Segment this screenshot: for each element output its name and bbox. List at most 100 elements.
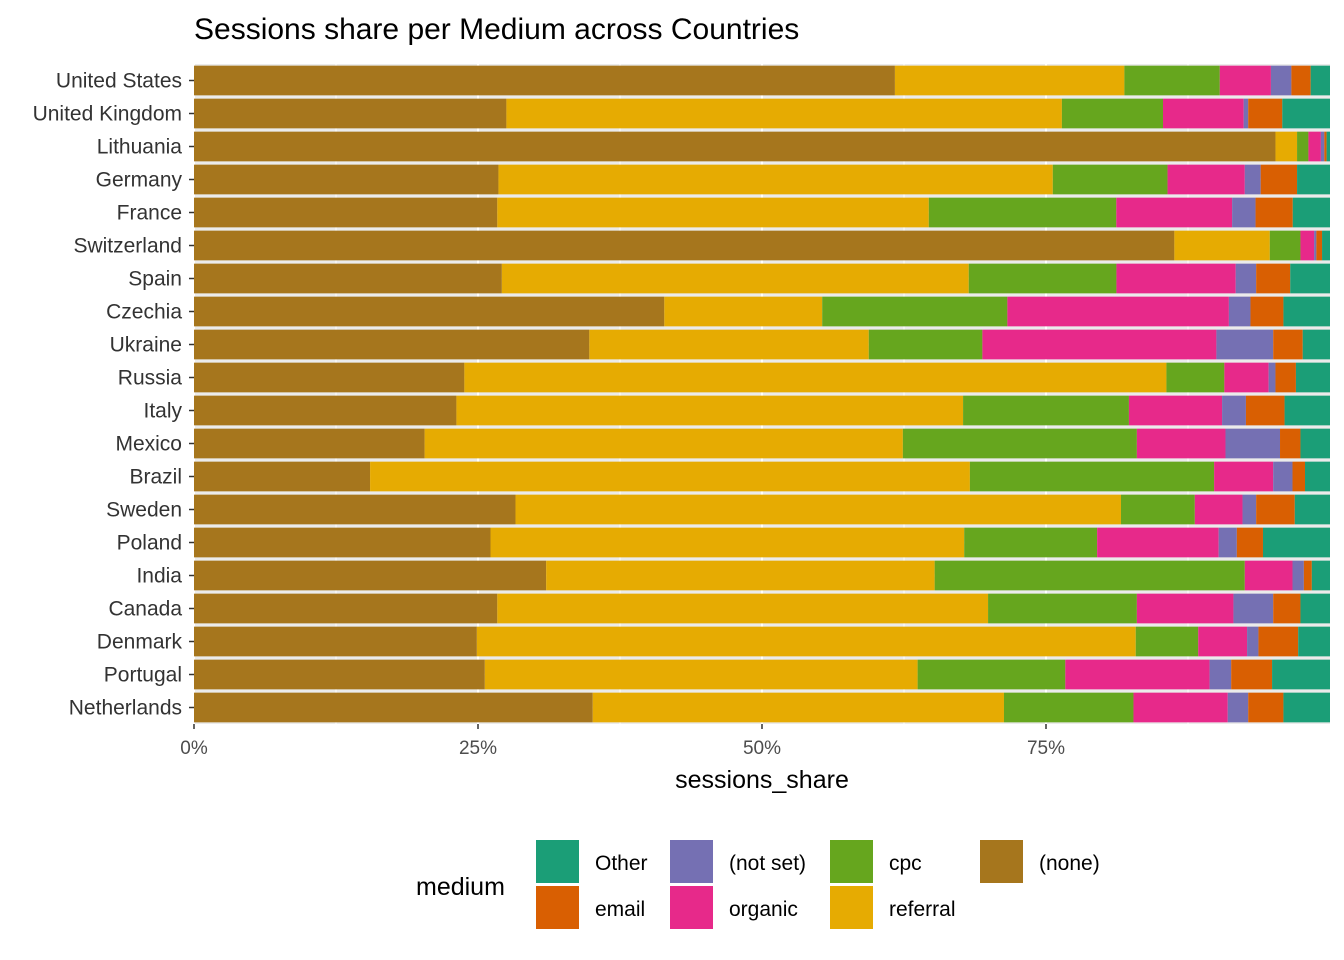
- bar-segment-india-referral: [546, 560, 935, 591]
- y-category-label: France: [117, 202, 182, 225]
- bar-segment-brazil-other: [1305, 461, 1330, 492]
- y-category-label: Czechia: [106, 301, 182, 324]
- legend-swatch-notset: [670, 840, 713, 883]
- legend-swatch-email: [536, 886, 579, 929]
- bar-segment-canada-cpc: [988, 593, 1137, 624]
- bar-segment-germany-notset: [1244, 164, 1261, 195]
- legend-swatch-referral: [830, 886, 873, 929]
- bar-segment-canada-referral: [497, 593, 989, 624]
- bar-segment-india-organic: [1244, 560, 1293, 591]
- bar-segment-lithuania-notset: [1320, 131, 1325, 162]
- bar-segment-russia-referral: [464, 362, 1167, 393]
- bar-segment-switzerland-cpc: [1269, 230, 1301, 261]
- bar-segment-brazil-none: [194, 461, 371, 492]
- chart-title: Sessions share per Medium across Countri…: [194, 13, 799, 46]
- bar-segment-ukraine-other: [1302, 329, 1330, 360]
- bar-segment-portugal-none: [194, 659, 485, 690]
- bar-segment-sweden-referral: [515, 494, 1121, 525]
- legend-swatch-other: [536, 840, 579, 883]
- bar-segment-spain-organic: [1116, 263, 1236, 294]
- bar-segment-france-none: [194, 197, 498, 228]
- legend: medium Other email (not set) organic cpc refe…: [416, 840, 1100, 929]
- bar-segment-united-kingdom-email: [1248, 98, 1283, 129]
- bar-segment-italy-none: [194, 395, 457, 426]
- bar-segment-poland-other: [1262, 527, 1330, 558]
- bar-segment-denmark-cpc: [1135, 626, 1199, 657]
- bar-segment-mexico-referral: [424, 428, 903, 459]
- y-category-label: Mexico: [115, 433, 182, 456]
- y-category-label: Canada: [108, 598, 182, 621]
- bar-segment-ukraine-notset: [1216, 329, 1274, 360]
- bar-segment-russia-notset: [1268, 362, 1276, 393]
- bar-segment-portugal-email: [1231, 659, 1273, 690]
- bar-segment-switzerland-other: [1322, 230, 1330, 261]
- bar-segment-denmark-organic: [1198, 626, 1248, 657]
- bar-segment-denmark-none: [194, 626, 477, 657]
- bar-segment-portugal-other: [1272, 659, 1330, 690]
- bar-segment-united-kingdom-other: [1282, 98, 1330, 129]
- bar-segment-mexico-cpc: [902, 428, 1137, 459]
- y-category-label: Brazil: [129, 466, 182, 489]
- bar-segment-italy-other: [1284, 395, 1330, 426]
- bar-segment-denmark-email: [1258, 626, 1299, 657]
- bar-segment-canada-other: [1300, 593, 1330, 624]
- bar-segment-lithuania-organic: [1308, 131, 1321, 162]
- bar-segment-sweden-none: [194, 494, 516, 525]
- bar-segment-czechia-email: [1250, 296, 1284, 327]
- bar-segment-sweden-email: [1256, 494, 1295, 525]
- bar-segment-united-states-organic: [1219, 65, 1271, 96]
- bar-stack-group: [194, 65, 1330, 723]
- bar-segment-canada-none: [194, 593, 498, 624]
- legend-label: cpc: [889, 852, 922, 875]
- legend-label: Other: [595, 852, 648, 875]
- bar-segment-lithuania-cpc: [1297, 131, 1309, 162]
- y-category-label: Netherlands: [69, 697, 182, 720]
- bar-segment-united-kingdom-organic: [1163, 98, 1244, 129]
- bar-segment-netherlands-cpc: [1003, 692, 1134, 723]
- bar-segment-switzerland-none: [194, 230, 1175, 261]
- x-tick-label: 0%: [180, 738, 208, 759]
- bar-segment-united-states-notset: [1270, 65, 1292, 96]
- bar-segment-netherlands-referral: [592, 692, 1004, 723]
- bar-segment-sweden-notset: [1242, 494, 1257, 525]
- bar-segment-sweden-cpc: [1120, 494, 1195, 525]
- y-category-label: Italy: [143, 400, 182, 423]
- bar-segment-portugal-referral: [484, 659, 918, 690]
- bar-segment-ukraine-organic: [982, 329, 1217, 360]
- bar-segment-italy-organic: [1128, 395, 1223, 426]
- bar-segment-poland-organic: [1097, 527, 1219, 558]
- bar-segment-ukraine-none: [194, 329, 590, 360]
- bar-segment-netherlands-notset: [1227, 692, 1249, 723]
- y-category-label: Switzerland: [73, 235, 182, 258]
- bar-segment-switzerland-referral: [1174, 230, 1270, 261]
- bar-segment-spain-notset: [1235, 263, 1257, 294]
- bar-segment-netherlands-other: [1283, 692, 1330, 723]
- bar-segment-czechia-none: [194, 296, 665, 327]
- bar-segment-czechia-notset: [1228, 296, 1251, 327]
- x-tick-label: 75%: [1027, 738, 1065, 759]
- bar-segment-denmark-referral: [476, 626, 1136, 657]
- bar-segment-lithuania-email: [1324, 131, 1327, 162]
- y-category-label: India: [136, 565, 182, 588]
- bar-segment-poland-referral: [490, 527, 965, 558]
- y-category-label: Lithuania: [97, 136, 183, 159]
- x-tick-label: 50%: [743, 738, 781, 759]
- y-category-label: United States: [56, 70, 182, 93]
- y-category-label: Denmark: [97, 631, 183, 654]
- bar-segment-sweden-organic: [1194, 494, 1243, 525]
- bar-segment-denmark-other: [1298, 626, 1330, 657]
- legend-title: medium: [416, 873, 505, 901]
- bar-segment-russia-other: [1295, 362, 1330, 393]
- bar-segment-poland-cpc: [964, 527, 1098, 558]
- bar-segment-poland-email: [1236, 527, 1263, 558]
- bar-segment-spain-cpc: [968, 263, 1117, 294]
- bar-segment-france-notset: [1232, 197, 1256, 228]
- bar-segment-canada-organic: [1136, 593, 1234, 624]
- legend-swatch-none: [980, 840, 1023, 883]
- bar-segment-brazil-cpc: [969, 461, 1215, 492]
- bar-segment-united-states-none: [194, 65, 895, 96]
- legend-label: referral: [889, 898, 956, 921]
- bar-segment-czechia-referral: [664, 296, 823, 327]
- bar-segment-lithuania-none: [194, 131, 1276, 162]
